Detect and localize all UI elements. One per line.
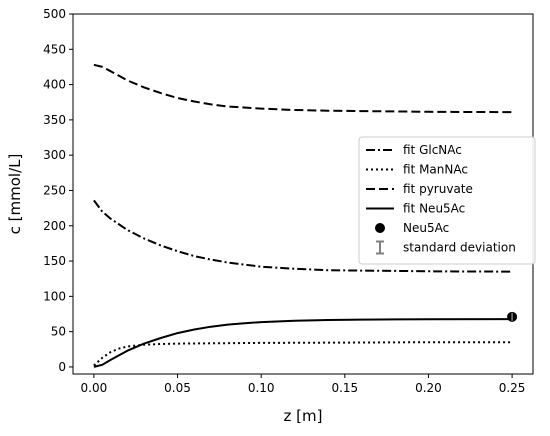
legend-label-neu5ac: Neu5Ac — [403, 221, 449, 235]
legend-label-fit-glcnac: fit GlcNAc — [403, 143, 462, 157]
plot-area — [93, 63, 518, 368]
legend-label-fit-pyruvate: fit pyruvate — [403, 182, 473, 196]
legend-box — [358, 136, 536, 265]
y-tick-label: 300 — [43, 148, 66, 162]
x-tick-label: 0.10 — [248, 381, 275, 395]
line-fit-glcnac — [93, 199, 513, 273]
axis-ticks: 0.00 0.05 0.10 0.15 0.20 0.25 0 50 100 150 200 250 3… — [43, 7, 525, 395]
y-tick-label: 150 — [43, 254, 66, 268]
y-tick-label: 100 — [43, 289, 66, 303]
legend-label-fit-mannac: fit ManNAc — [403, 163, 468, 177]
legend-label-fit-neu5ac: fit Neu5Ac — [403, 202, 465, 216]
x-tick-label: 0.05 — [164, 381, 191, 395]
x-tick-label: 0.00 — [81, 381, 108, 395]
y-tick-label: 0 — [58, 360, 66, 374]
line-fit-neu5ac — [93, 318, 513, 368]
y-tick-label: 450 — [43, 42, 66, 56]
y-axis-label: c [mmol/L] — [6, 154, 24, 235]
x-tick-label: 0.20 — [415, 381, 442, 395]
y-tick-label: 50 — [51, 325, 66, 339]
y-tick-label: 200 — [43, 219, 66, 233]
y-tick-label: 400 — [43, 78, 66, 92]
legend: fit GlcNAc fit ManNAc fit pyruvate fit Neu5… — [358, 136, 536, 265]
y-tick-label: 500 — [43, 7, 66, 21]
y-tick-label: 350 — [43, 113, 66, 127]
legend-marker-neu5ac — [375, 223, 385, 233]
x-tick-label: 0.25 — [499, 381, 526, 395]
line-fit-pyruvate — [93, 63, 513, 114]
legend-label-standard-deviation: standard deviation — [403, 241, 516, 255]
x-tick-label: 0.15 — [331, 381, 358, 395]
x-axis-label: z [m] — [284, 407, 323, 425]
line-fit-mannac — [93, 341, 513, 367]
y-tick-label: 250 — [43, 183, 66, 197]
